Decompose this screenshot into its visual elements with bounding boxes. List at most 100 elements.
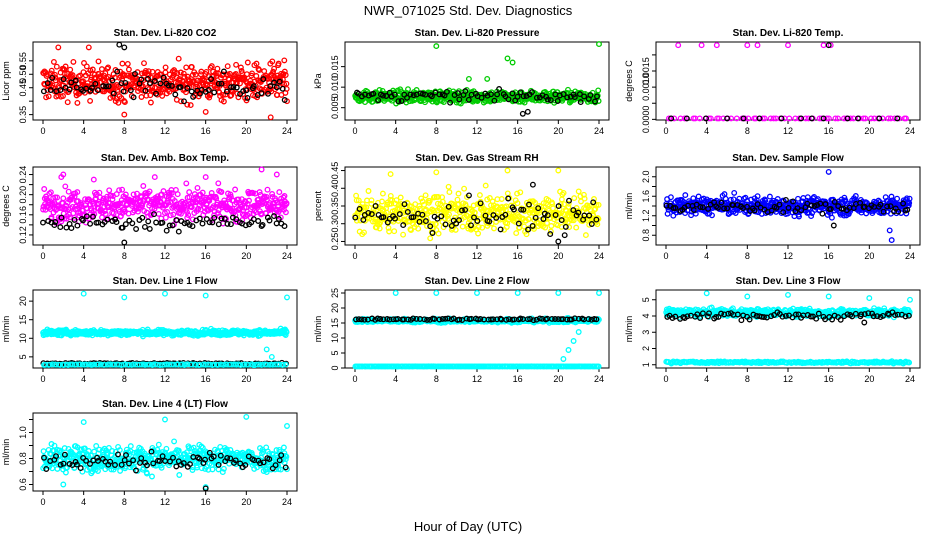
data-point [116,187,123,194]
y-tick-label: 0.25 [330,233,340,251]
data-point [186,189,193,196]
data-point [60,93,66,99]
data-point [560,356,567,362]
data-point [398,98,405,104]
y-tick-label: 0.45 [18,79,28,97]
y-tick-label: 3 [641,330,651,335]
data-point [365,188,372,194]
y-tick-label: 0.40 [330,180,340,198]
data-point [740,115,747,122]
data-point [220,68,227,75]
data-point [40,219,46,226]
data-point [69,72,76,79]
x-tick-label: 24 [282,251,292,261]
data-point [48,214,55,221]
data-point [281,68,288,75]
data-point [133,226,140,232]
data-point [435,230,442,237]
data-point [547,97,554,104]
data-point [110,210,117,217]
data-point [206,94,213,101]
y-tick-label: 4 [641,313,651,318]
data-point [455,190,462,197]
data-point [519,110,526,117]
data-point [894,195,901,202]
data-point [80,290,87,297]
x-tick-label: 8 [745,251,750,261]
data-point [795,195,801,202]
data-point [114,68,121,75]
x-tick-label: 16 [201,251,211,261]
x-tick-label: 4 [393,251,398,261]
data-point [284,294,290,301]
x-tick-label: 16 [824,251,834,261]
data-point [513,230,520,237]
data-point [109,196,116,203]
data-point [228,84,235,91]
data-point [279,85,286,92]
data-point [596,290,602,296]
data-point [573,224,580,231]
data-point [162,214,169,221]
data-point [375,97,382,104]
data-point [249,70,255,77]
data-point [119,186,126,193]
x-tick-label: 16 [824,126,834,136]
data-point [230,84,237,91]
data-point [101,208,108,214]
data-point [383,93,390,99]
y-axis-label: degrees C [1,185,11,227]
data-point [44,80,51,87]
data-point [482,182,489,189]
data-point [145,68,152,75]
data-point [153,90,159,97]
data-point [380,92,386,99]
y-tick-label: 5 [641,297,651,302]
data-point [79,79,86,86]
data-point [387,171,394,178]
data-point [271,65,278,72]
y-tick-label: 0.20 [18,186,28,204]
data-point [888,237,895,244]
data-point [109,77,116,84]
panel-title: Stan. Dev. Li-820 Pressure [415,28,540,39]
data-point [816,115,823,122]
data-point [61,66,68,73]
x-tick-label: 12 [472,126,482,136]
y-tick-label: 15 [330,318,340,328]
data-point [146,225,153,232]
data-point [43,71,50,78]
x-tick-label: 0 [352,374,357,384]
data-point [105,83,112,90]
data-point [752,115,759,122]
data-point [45,93,52,100]
data-point [744,42,751,49]
x-tick-label: 12 [160,374,170,384]
data-point [491,225,497,232]
x-tick-label: 16 [513,251,523,261]
data-point [825,42,832,49]
data-point [129,220,136,227]
data-point [208,76,214,82]
data-point [577,99,584,106]
data-point [87,97,94,104]
data-point [756,115,763,122]
data-point [504,167,511,174]
data-point [474,290,480,296]
y-tick-label: 0 [330,365,340,370]
data-point [62,63,69,70]
data-point [258,90,265,97]
data-point [160,74,167,81]
data-point [397,194,404,201]
data-point [211,89,218,96]
data-point [199,220,206,227]
data-point [433,169,440,176]
data-point [145,218,152,225]
series-primary [40,166,290,228]
data-point [886,227,893,234]
data-point [146,188,153,195]
data-point [825,168,832,175]
data-point [575,188,582,195]
series-primary [40,290,290,360]
data-point [125,66,132,73]
